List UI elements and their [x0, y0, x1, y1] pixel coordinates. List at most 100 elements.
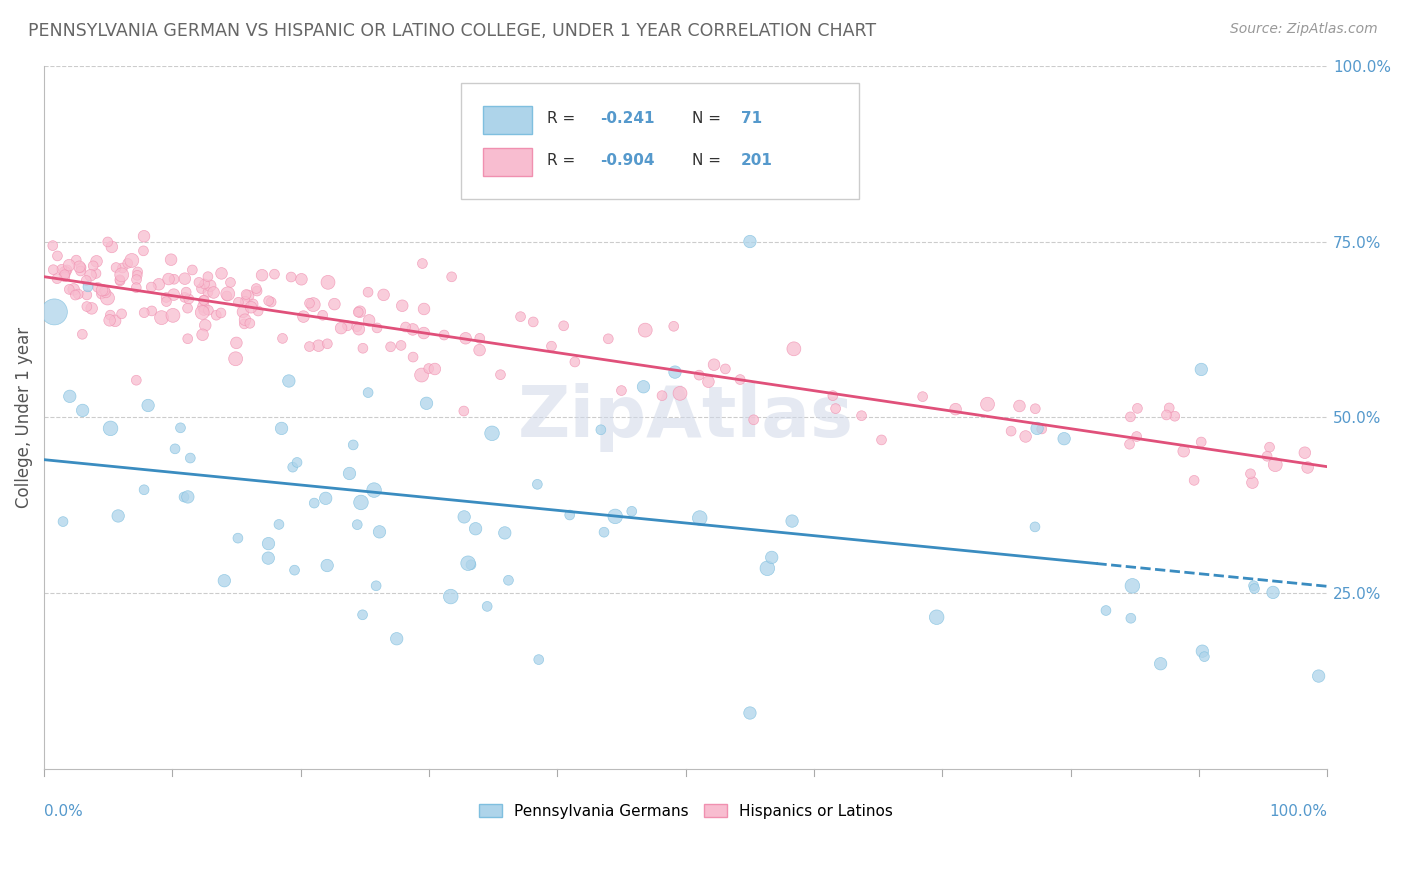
- Point: [851, 409, 873, 423]
- Point: [1264, 458, 1286, 472]
- Point: [494, 525, 516, 540]
- Point: [214, 574, 236, 588]
- Point: [346, 319, 368, 334]
- Point: [1026, 421, 1049, 435]
- Point: [117, 256, 139, 270]
- Point: [453, 404, 475, 418]
- Point: [134, 306, 156, 320]
- Text: 71: 71: [741, 111, 762, 126]
- Point: [121, 253, 143, 268]
- Point: [347, 305, 370, 319]
- Point: [357, 285, 380, 300]
- Point: [157, 272, 180, 286]
- Point: [413, 301, 436, 316]
- Point: [260, 295, 283, 310]
- Point: [440, 269, 463, 284]
- Point: [246, 284, 269, 298]
- Point: [46, 249, 69, 263]
- Point: [527, 652, 550, 666]
- Point: [298, 340, 321, 354]
- Point: [418, 361, 440, 376]
- Point: [215, 289, 238, 303]
- FancyBboxPatch shape: [461, 83, 859, 199]
- Point: [94, 284, 117, 298]
- Point: [67, 287, 90, 301]
- Point: [56, 263, 79, 277]
- Point: [433, 328, 456, 343]
- Point: [402, 350, 425, 364]
- Point: [79, 268, 101, 283]
- Point: [620, 504, 643, 518]
- Point: [342, 438, 364, 452]
- Bar: [484, 106, 531, 134]
- Point: [385, 632, 408, 646]
- Point: [250, 268, 273, 283]
- Point: [90, 287, 112, 301]
- Point: [179, 451, 201, 466]
- Point: [59, 389, 82, 403]
- Point: [821, 389, 844, 403]
- Point: [285, 455, 308, 469]
- Point: [664, 365, 686, 379]
- Point: [598, 332, 620, 346]
- Point: [150, 310, 173, 325]
- Bar: [484, 148, 531, 176]
- Point: [298, 296, 321, 310]
- Point: [368, 524, 391, 539]
- Point: [415, 396, 437, 410]
- Point: [553, 318, 575, 333]
- Point: [233, 317, 256, 331]
- Point: [191, 305, 214, 319]
- Point: [945, 402, 967, 417]
- Point: [870, 433, 893, 447]
- Point: [177, 332, 200, 346]
- Point: [283, 563, 305, 577]
- Point: [169, 421, 191, 435]
- Point: [233, 312, 256, 326]
- Point: [509, 310, 531, 324]
- Point: [440, 590, 463, 604]
- Text: 0.0%: 0.0%: [44, 805, 83, 820]
- Point: [1156, 408, 1178, 422]
- Point: [233, 294, 256, 309]
- Point: [316, 336, 339, 351]
- Point: [67, 260, 90, 274]
- Point: [312, 308, 335, 322]
- Point: [1182, 474, 1205, 488]
- Point: [1243, 582, 1265, 596]
- Point: [94, 285, 117, 300]
- Point: [460, 558, 482, 572]
- Point: [236, 289, 259, 303]
- Point: [352, 341, 374, 355]
- Point: [402, 322, 425, 336]
- Point: [163, 272, 186, 286]
- Text: 100.0%: 100.0%: [1270, 805, 1327, 820]
- Point: [176, 301, 198, 315]
- Point: [339, 467, 361, 481]
- Point: [633, 380, 655, 394]
- Text: 201: 201: [741, 153, 773, 168]
- Point: [1239, 467, 1261, 481]
- Point: [194, 318, 217, 333]
- Point: [290, 272, 312, 286]
- Point: [111, 260, 134, 275]
- Point: [173, 271, 195, 285]
- Point: [323, 297, 346, 311]
- Point: [51, 262, 73, 277]
- Text: Source: ZipAtlas.com: Source: ZipAtlas.com: [1230, 22, 1378, 37]
- Point: [271, 331, 294, 345]
- Point: [349, 304, 371, 318]
- Point: [62, 282, 84, 296]
- Point: [1189, 435, 1212, 450]
- Point: [247, 304, 270, 318]
- Point: [162, 309, 184, 323]
- Point: [540, 339, 562, 353]
- Point: [454, 331, 477, 345]
- Point: [302, 297, 325, 311]
- Point: [689, 511, 711, 525]
- Legend: Pennsylvania Germans, Hispanics or Latinos: Pennsylvania Germans, Hispanics or Latin…: [472, 797, 898, 825]
- Point: [108, 274, 131, 288]
- Point: [1000, 424, 1022, 438]
- Text: N =: N =: [692, 153, 725, 168]
- Point: [489, 368, 512, 382]
